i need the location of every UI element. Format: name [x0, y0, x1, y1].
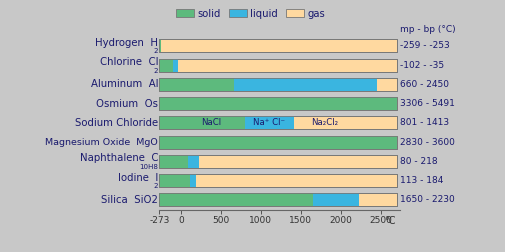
Text: 2: 2: [154, 68, 158, 74]
Bar: [159, 39, 396, 52]
Text: 2: 2: [154, 48, 158, 54]
Legend: solid, liquid, gas: solid, liquid, gas: [176, 9, 325, 19]
Bar: [159, 116, 244, 129]
Bar: [187, 155, 198, 168]
Bar: [159, 58, 173, 72]
Bar: [159, 97, 396, 110]
Text: 2: 2: [154, 183, 158, 189]
Text: Silica  SiO2: Silica SiO2: [101, 195, 158, 205]
Text: °C: °C: [384, 216, 395, 226]
Bar: [159, 193, 312, 206]
Bar: [244, 116, 293, 129]
Bar: [159, 58, 396, 72]
Bar: [159, 155, 187, 168]
Text: 1650 - 2230: 1650 - 2230: [399, 195, 453, 204]
Text: Iodine  I: Iodine I: [118, 173, 158, 183]
Text: Magnesium Oxide  MgO: Magnesium Oxide MgO: [45, 138, 158, 147]
Bar: [159, 78, 396, 91]
Bar: [312, 193, 359, 206]
Bar: [173, 58, 178, 72]
Text: NaCl: NaCl: [201, 118, 221, 127]
Bar: [159, 193, 396, 206]
Bar: [159, 97, 396, 110]
Text: 2830 - 3600: 2830 - 3600: [399, 138, 453, 147]
Bar: [159, 174, 190, 187]
Text: Naphthalene  C: Naphthalene C: [79, 153, 158, 163]
Text: Na⁺ Cl⁻: Na⁺ Cl⁻: [253, 118, 285, 127]
Text: Hydrogen  H: Hydrogen H: [95, 38, 158, 48]
Bar: [159, 193, 396, 206]
Text: Na₂Cl₂: Na₂Cl₂: [311, 118, 338, 127]
Text: 3306 - 5491: 3306 - 5491: [399, 99, 453, 108]
Bar: [159, 78, 396, 91]
Bar: [159, 78, 233, 91]
Text: Sodium Chloride: Sodium Chloride: [75, 118, 158, 128]
Bar: [233, 78, 376, 91]
Bar: [159, 136, 396, 149]
Text: 801 - 1413: 801 - 1413: [399, 118, 448, 127]
Text: Osmium  Os: Osmium Os: [96, 99, 158, 109]
Text: 113 - 184: 113 - 184: [399, 176, 442, 185]
Bar: [159, 174, 396, 187]
Bar: [159, 136, 396, 149]
Bar: [190, 174, 195, 187]
Bar: [159, 97, 396, 110]
Bar: [159, 136, 396, 149]
Text: -102 - -35: -102 - -35: [399, 61, 443, 70]
Text: 660 - 2450: 660 - 2450: [399, 80, 448, 89]
Bar: [159, 174, 396, 187]
Text: 10H8: 10H8: [139, 164, 158, 170]
Bar: [159, 39, 160, 52]
Text: mp - bp (°C): mp - bp (°C): [399, 25, 455, 34]
Text: Chlorine  Cl: Chlorine Cl: [99, 57, 158, 67]
Bar: [159, 39, 396, 52]
Text: Aluminum  Al: Aluminum Al: [90, 79, 158, 89]
Bar: [159, 58, 396, 72]
Bar: [159, 155, 396, 168]
Bar: [159, 116, 396, 129]
Bar: [159, 116, 396, 129]
Text: -259 - -253: -259 - -253: [399, 41, 448, 50]
Text: 80 - 218: 80 - 218: [399, 157, 436, 166]
Bar: [159, 155, 396, 168]
